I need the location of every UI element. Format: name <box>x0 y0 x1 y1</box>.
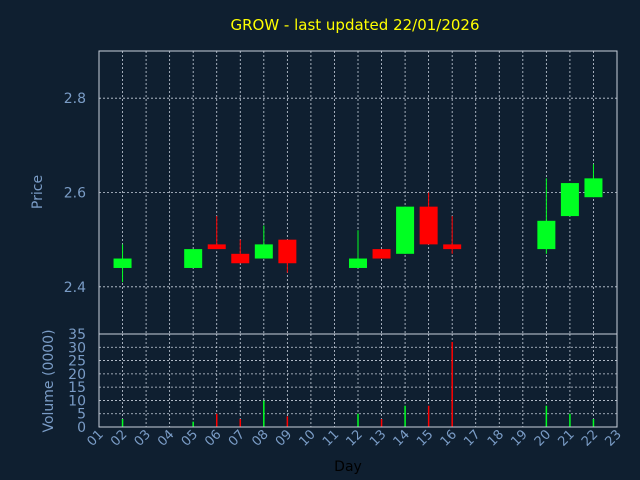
volume-bar <box>380 419 383 427</box>
x-tick-label: 12 <box>344 427 366 449</box>
x-tick-label: 20 <box>532 427 554 449</box>
x-axis-label: Day <box>334 459 362 475</box>
x-tick-label: 11 <box>320 427 342 449</box>
candle-body <box>537 220 556 250</box>
x-tick-label: 23 <box>603 427 625 449</box>
price-axis-label: Price <box>30 175 46 209</box>
volume-panel-frame <box>98 333 618 428</box>
price-tick-label: 2.6 <box>64 186 86 202</box>
volume-bar <box>121 419 124 427</box>
volume-tick-label: 20 <box>68 367 86 383</box>
volume-tick-label: 10 <box>68 393 86 409</box>
x-tick-label: 19 <box>508 427 530 449</box>
x-tick-label: 16 <box>438 427 460 449</box>
candles <box>113 164 603 283</box>
candle-body <box>443 244 462 250</box>
x-tick-label: 10 <box>296 427 318 449</box>
x-tick-label: 18 <box>485 427 507 449</box>
volume-bar <box>545 405 548 427</box>
candle-body <box>207 244 226 250</box>
price-tick-label: 2.8 <box>64 91 86 107</box>
volume-bar <box>451 341 453 427</box>
x-tick-label: 14 <box>391 427 413 449</box>
candle-body <box>560 183 579 217</box>
volume-bar <box>569 413 571 427</box>
chart-title: GROW - last updated 22/01/2026 <box>230 16 479 34</box>
candle-body <box>184 249 203 268</box>
volume-bar <box>427 405 430 427</box>
candle-body <box>349 258 367 268</box>
volume-bar <box>357 413 359 427</box>
volume-tick-label: 5 <box>77 407 86 423</box>
x-tick-label: 07 <box>226 427 248 449</box>
candle-body <box>419 206 438 245</box>
volume-tick-label: 30 <box>68 340 86 356</box>
volume-tick-label: 35 <box>68 327 86 343</box>
x-tick-label: 02 <box>108 427 130 449</box>
volume-grid <box>99 334 617 427</box>
x-tick-label: 13 <box>367 427 389 449</box>
volume-bar <box>215 413 218 427</box>
candle-body <box>584 178 603 198</box>
x-ticks: 01 02 03 04 05 06 07 08 09 10 11 12 13 14 15 16 17 18 19 20… <box>85 427 625 449</box>
x-tick-label: 05 <box>179 427 201 449</box>
x-tick-label: 22 <box>579 427 601 449</box>
volume-bar <box>263 400 265 427</box>
x-tick-label: 03 <box>132 427 154 449</box>
volume-tick-label: 15 <box>68 380 86 396</box>
volume-bar <box>192 421 194 427</box>
price-y-ticks: 2.4 2.6 2.8 <box>64 91 86 296</box>
candle-body <box>231 253 250 264</box>
price-grid <box>99 51 617 334</box>
candle-body <box>372 249 391 259</box>
candle-body <box>254 244 273 259</box>
candle-body <box>113 258 132 268</box>
volume-bar <box>286 416 289 427</box>
x-tick-label: 15 <box>414 427 436 449</box>
volume-bar <box>592 419 595 427</box>
volume-bars <box>121 341 595 427</box>
x-tick-label: 09 <box>273 427 295 449</box>
candle-body <box>278 239 297 264</box>
volume-tick-label: 25 <box>68 354 86 370</box>
x-tick-label: 04 <box>155 427 177 449</box>
x-tick-label: 06 <box>202 427 224 449</box>
price-tick-label: 2.4 <box>64 280 86 296</box>
x-tick-label: 21 <box>555 427 577 449</box>
x-tick-label: 17 <box>461 427 483 449</box>
x-tick-label: 01 <box>85 427 107 449</box>
candle-body <box>396 206 415 254</box>
volume-axis-label: Volume (0000) <box>41 329 57 432</box>
volume-bar <box>239 419 242 427</box>
volume-bar <box>404 405 406 427</box>
x-tick-label: 08 <box>249 427 271 449</box>
volume-tick-label: 0 <box>77 420 86 436</box>
